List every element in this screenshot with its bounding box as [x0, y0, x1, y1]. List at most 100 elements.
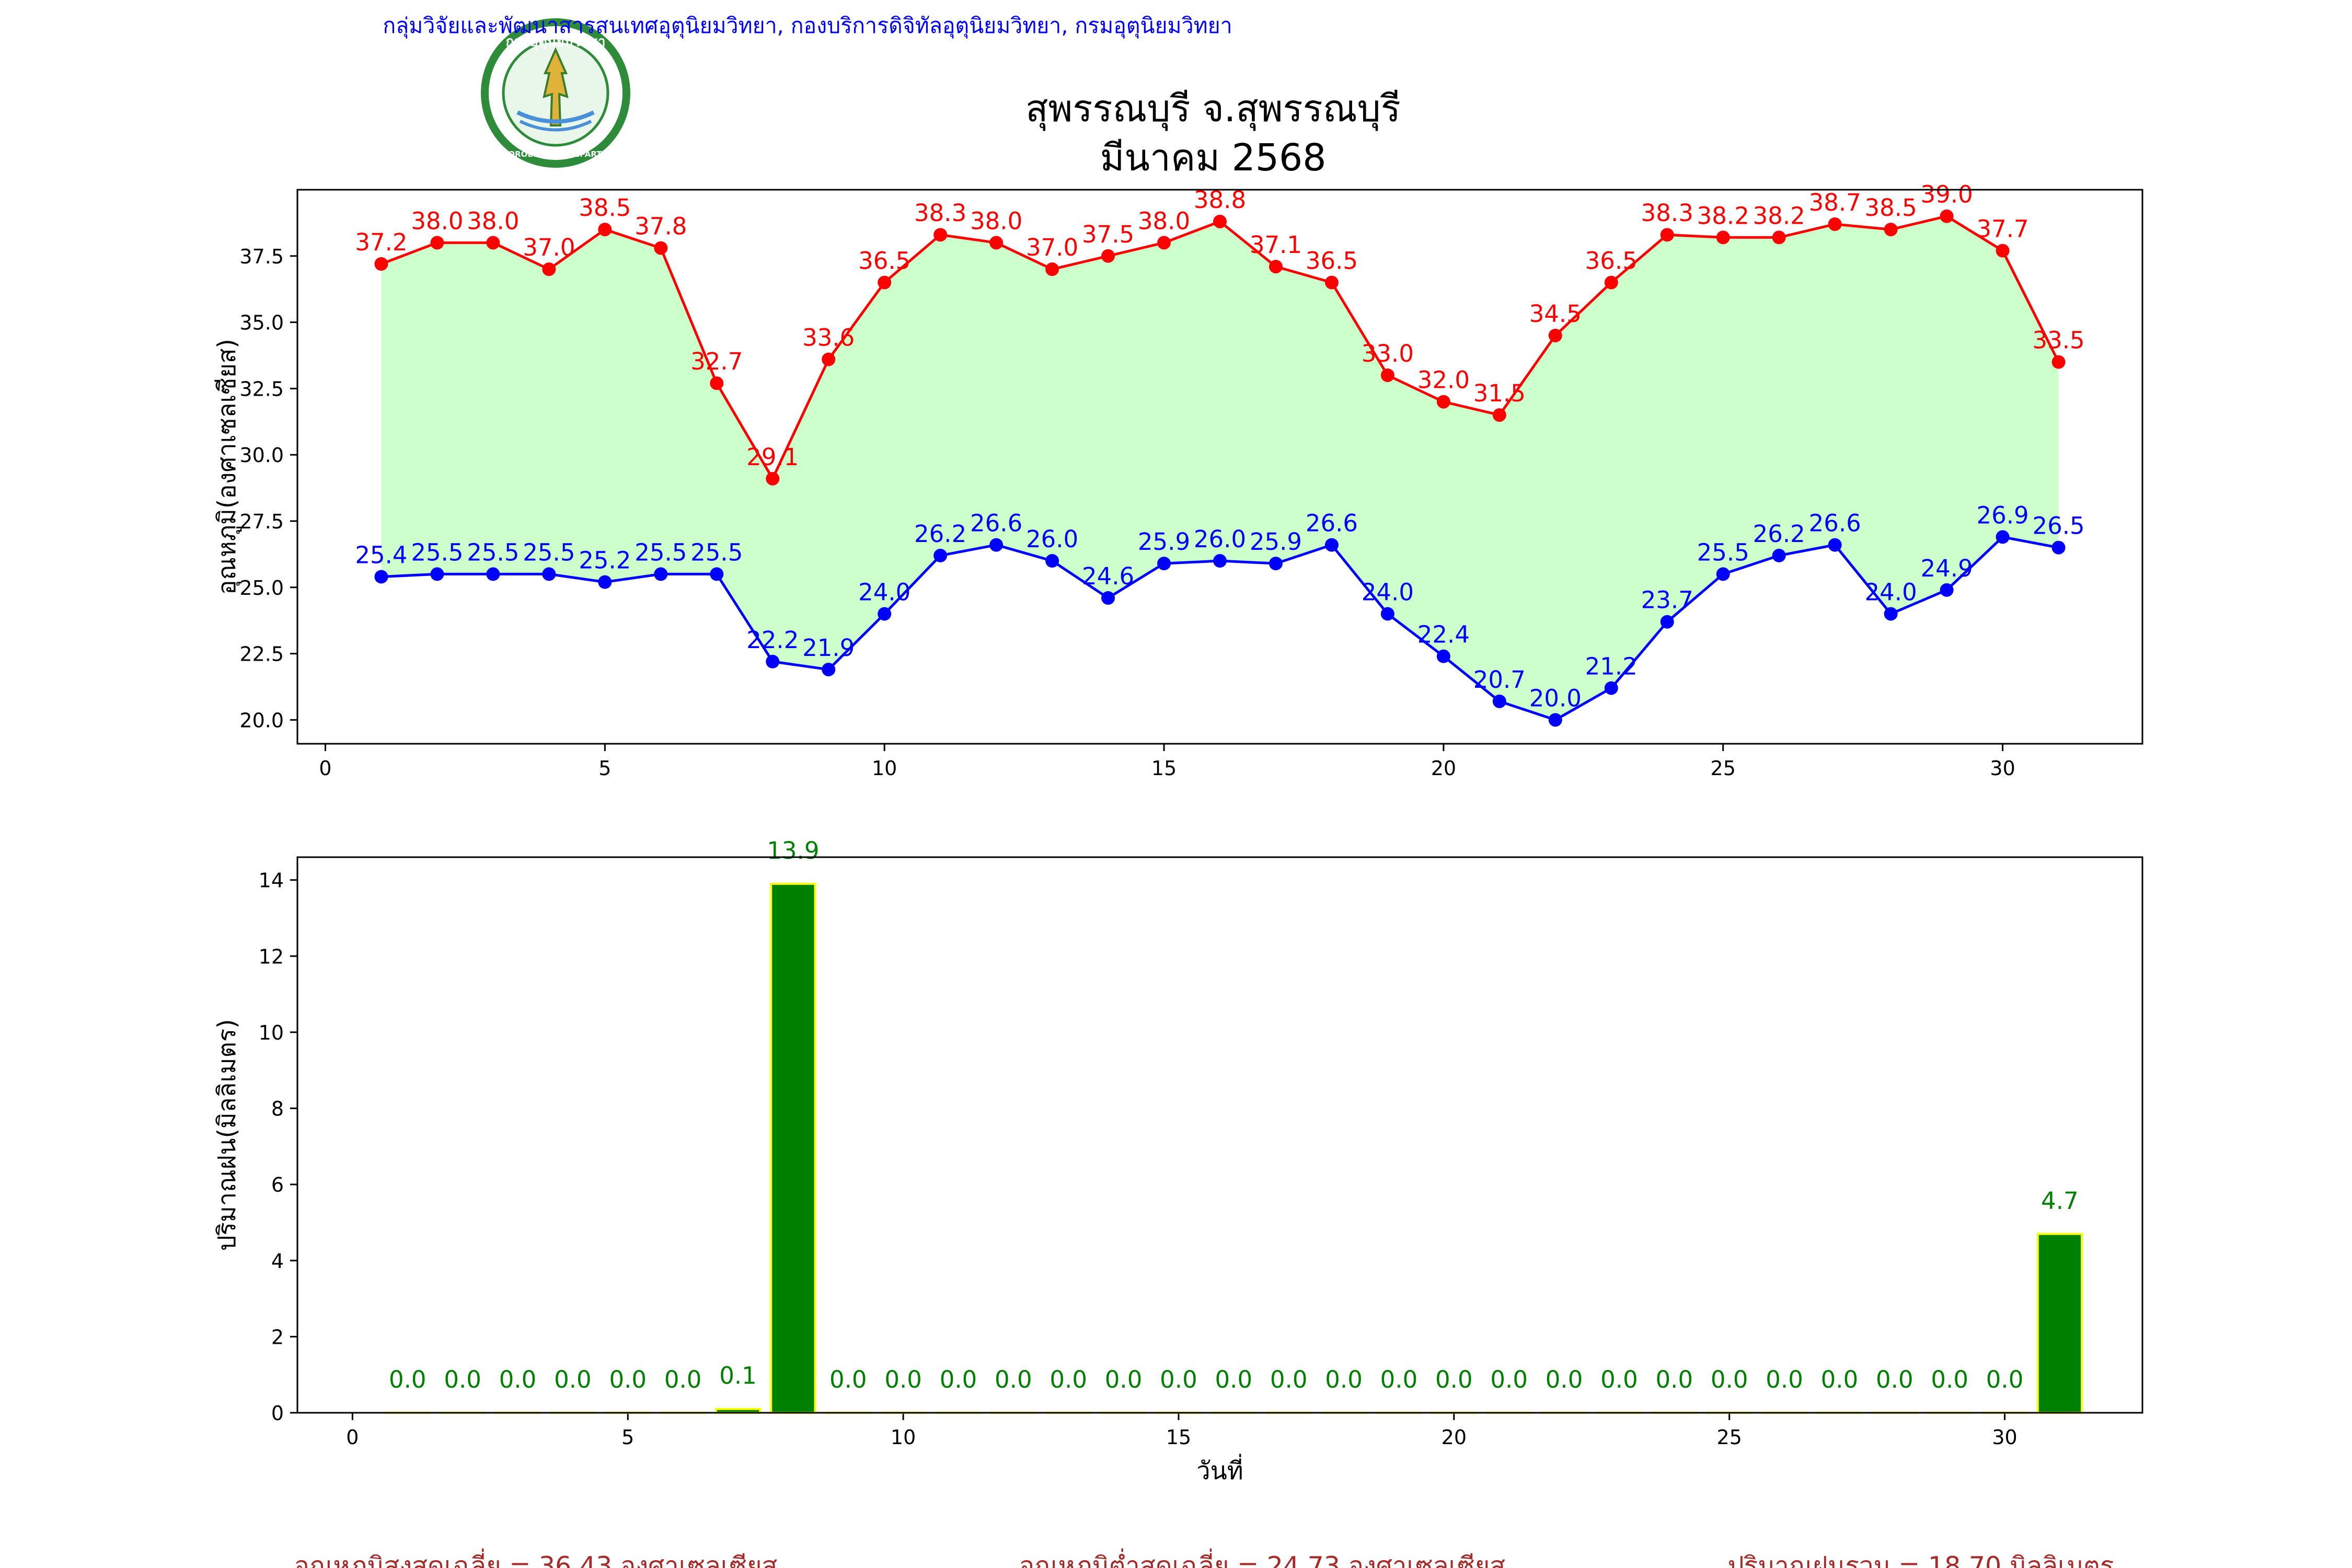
max-temperature-point [1548, 328, 1562, 342]
min-temperature-label: 26.5 [2032, 512, 2084, 540]
max-temperature-label: 36.5 [1585, 247, 1638, 275]
rainfall-label: 0.0 [1435, 1366, 1473, 1393]
max-temperature-point [1101, 249, 1115, 263]
y-tick-label: 25.0 [239, 577, 284, 599]
y-tick-label: 37.5 [239, 245, 284, 268]
max-temperature-label: 37.1 [1250, 231, 1302, 259]
rainfall-label: 0.0 [554, 1366, 592, 1393]
max-temperature-label: 29.1 [746, 443, 799, 471]
y-tick-label: 35.0 [239, 312, 284, 335]
x-tick-label: 20 [1431, 757, 1456, 780]
max-temperature-label: 38.3 [914, 199, 966, 227]
logo-water-wave-2 [519, 120, 592, 132]
rainfall-label: 0.0 [1105, 1366, 1143, 1393]
rainfall-label: 0.0 [884, 1366, 922, 1393]
max-temperature-label: 32.7 [690, 348, 743, 375]
rainfall-label: 0.0 [1821, 1366, 1859, 1393]
max-temperature-point [1324, 275, 1339, 290]
rainfall-label: 0.0 [995, 1366, 1032, 1393]
rainfall-label: 0.0 [1766, 1366, 1803, 1393]
min-temperature-label: 21.9 [802, 634, 855, 662]
y-tick-label: 14 [259, 869, 284, 892]
min-temperature-label: 25.5 [467, 538, 519, 566]
max-temperature-point [1157, 236, 1171, 250]
min-temperature-point [1157, 557, 1171, 571]
min-temperature-label: 26.0 [1194, 525, 1246, 553]
max-temperature-label: 38.7 [1809, 189, 1861, 216]
min-temperature-label: 21.2 [1585, 652, 1638, 680]
min-temperature-label: 24.0 [858, 578, 910, 606]
max-temperature-label: 38.0 [1138, 207, 1190, 235]
min-temperature-point [1884, 607, 1898, 621]
rainfall-label: 0.0 [1490, 1366, 1528, 1393]
max-temperature-label: 31.5 [1473, 379, 1526, 407]
max-temperature-point [989, 236, 1004, 250]
y-tick-label: 32.5 [239, 377, 284, 400]
logo-water-wave [516, 110, 595, 124]
min-temperature-point [933, 548, 948, 562]
x-tick-label: 15 [1166, 1426, 1191, 1449]
rainfall-label: 0.0 [609, 1366, 647, 1393]
min-temperature-label: 25.5 [523, 538, 575, 566]
min-temperature-label: 24.0 [1362, 578, 1414, 606]
min-temperature-label: 25.2 [579, 547, 631, 574]
y-tick-label: 8 [271, 1098, 284, 1121]
max-temperature-point [1660, 228, 1674, 242]
max-temperature-point [1828, 217, 1842, 231]
rainfall-label: 0.0 [1986, 1366, 2024, 1393]
min-temperature-point [1213, 554, 1227, 568]
min-temperature-label: 26.0 [1026, 525, 1078, 553]
x-tick-label: 10 [872, 757, 897, 780]
y-tick-label: 27.5 [239, 510, 284, 533]
min-temperature-point [1045, 554, 1059, 568]
min-temperature-point [542, 567, 556, 581]
rainfall-plot-frame [296, 856, 2143, 1414]
rainfall-label: 0.0 [664, 1366, 702, 1393]
max-temperature-point [1996, 244, 2010, 258]
chart-subtitle: มีนาคม 2568 [1100, 136, 1327, 179]
min-temperature-label: 24.0 [1865, 578, 1917, 606]
y-tick-label: 12 [259, 945, 284, 968]
temperature-plot-frame [296, 189, 2143, 745]
rainfall-label: 0.0 [499, 1366, 537, 1393]
logo-deity-figure [543, 47, 569, 126]
max-temperature-label: 36.5 [1306, 247, 1358, 275]
min-temperature-label: 25.9 [1138, 528, 1190, 556]
min-temperature-point [598, 575, 612, 589]
rainfall-y-axis-label: ปริมาณฝน(มิลลิเมตร) [213, 1019, 241, 1251]
max-temperature-labels: 37.238.0 38.037.038.537.832.729.133.636.5… [355, 181, 2084, 471]
max-temperature-label: 37.7 [1976, 215, 2028, 243]
max-temperature-label: 37.0 [523, 234, 575, 261]
logo-bottom-text: METEOROLOGICAL DEPARTMENT [485, 149, 628, 159]
rainfall-label: 0.1 [719, 1362, 757, 1390]
rainfall-label: 0.0 [1380, 1366, 1418, 1393]
rainfall-label: 13.9 [767, 837, 819, 864]
max-temperature-point [654, 241, 668, 255]
max-temperature-point [766, 471, 780, 486]
max-temperature-label: 38.0 [970, 207, 1022, 235]
rainfall-label: 0.0 [1931, 1366, 1968, 1393]
rainfall-label: 0.0 [1050, 1366, 1087, 1393]
rainfall-bars [384, 882, 2083, 1414]
max-temperature-point [933, 228, 948, 242]
min-temperature-label: 25.5 [635, 538, 687, 566]
max-temperature-label: 37.2 [355, 228, 407, 256]
y-tick-label: 20.0 [239, 709, 284, 732]
min-temperature-label: 22.4 [1417, 621, 1470, 649]
min-temperature-points [374, 530, 2066, 727]
y-tick-label: 30.0 [239, 444, 284, 467]
x-tick-label: 25 [1711, 757, 1736, 780]
max-temperature-point [486, 236, 500, 250]
x-tick-label: 30 [1992, 1426, 2017, 1449]
min-temperature-label: 26.2 [914, 520, 966, 548]
temperature-plot: 20.0 22.5 25.0 27.5 30.0 32.5 35.0 37.5 0 5 10 15 20… [213, 181, 2143, 780]
temperature-y-axis-label: อุณหภูมิ(องศาเซลเซียส) [213, 339, 242, 595]
min-temperature-label: 20.7 [1473, 666, 1526, 694]
max-temperature-point [1884, 223, 1898, 237]
min-temperature-point [1604, 681, 1618, 695]
chart-title: สุพรรณบุรี จ.สุพรรณบุรี [1025, 87, 1401, 131]
min-temperature-point [766, 654, 780, 668]
org-line: กลุ่มวิจัยและพัฒนาสารสนเทศอุตุนิยมวิทยา,… [383, 13, 1232, 39]
temperature-axes-ticks: 20.0 22.5 25.0 27.5 30.0 32.5 35.0 37.5 0 5 10 15 20… [239, 245, 2015, 780]
